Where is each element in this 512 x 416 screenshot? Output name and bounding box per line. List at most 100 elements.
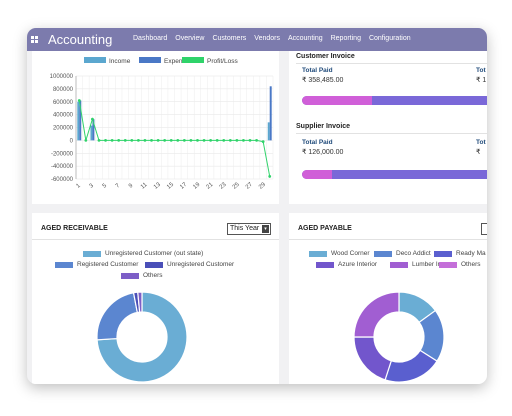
legend-swatch [316, 261, 334, 268]
legend-swatch [434, 250, 452, 257]
y-tick-label: -600000 [51, 177, 74, 183]
supplier-invoice-progress [302, 170, 487, 179]
x-tick-label: 7 [115, 182, 122, 189]
x-tick-label: 29 [258, 181, 267, 190]
legend-label: Others [461, 261, 481, 268]
legend-item[interactable]: Unregistered Customer [145, 261, 234, 268]
legend-label: Wood Corner [331, 250, 370, 257]
legend-item[interactable]: Registered Customer [55, 261, 138, 268]
legend-item[interactable]: Others [439, 261, 481, 268]
menu-configuration[interactable]: Configuration [368, 35, 411, 42]
point [189, 138, 193, 142]
bar [77, 101, 80, 141]
point [261, 140, 265, 144]
point [169, 138, 173, 142]
legend-item[interactable]: Azure Interior [316, 261, 377, 268]
legend-item[interactable]: Ready Ma [434, 250, 486, 257]
point [215, 138, 219, 142]
point [104, 138, 107, 142]
period-select-value: This Year [230, 225, 260, 232]
y-tick-label: 800000 [53, 87, 74, 93]
point [163, 138, 167, 142]
legend-swatch [374, 250, 392, 257]
customer-invoice-progress-fill [302, 96, 373, 105]
x-tick-label: 9 [128, 182, 135, 189]
legend-label: Income [109, 58, 131, 65]
point [123, 138, 127, 142]
apps-grid-icon[interactable] [31, 36, 38, 43]
menu-vendors[interactable]: Vendors [254, 35, 280, 42]
x-tick-label: 13 [153, 181, 162, 190]
point [110, 138, 114, 142]
legend-swatch [439, 261, 457, 268]
legend-swatch [139, 57, 161, 63]
bar [269, 86, 272, 141]
point [222, 138, 226, 142]
legend-label: Deco Addict [396, 250, 431, 257]
invoice-panel: Customer Invoice Total Paid ₹ 358,485.00… [289, 51, 487, 204]
y-tick-label: 1000000 [50, 74, 74, 80]
bar [79, 100, 82, 141]
income-expense-panel: Income Expense Profit/Loss 1000000 800000 600… [32, 51, 279, 204]
point [136, 138, 140, 142]
customer-invoice-title: Customer Invoice [296, 53, 355, 60]
x-tick-label: 15 [166, 181, 175, 190]
top-navbar: Accounting Dashboard Overview Customers … [27, 28, 487, 51]
point [248, 138, 252, 142]
legend-label: Registered Customer [77, 261, 139, 268]
period-select[interactable] [481, 223, 487, 235]
chevron-down-icon[interactable]: ▾ [262, 225, 269, 233]
legend-label: Unregistered Customer (out state) [105, 250, 204, 257]
menu-dashboard[interactable]: Dashboard [133, 35, 168, 42]
legend-swatch [309, 250, 327, 257]
legend-item[interactable]: Others [121, 272, 163, 279]
x-tick-label: 5 [102, 182, 109, 189]
point [156, 138, 160, 142]
legend-label: Ready Ma [456, 250, 486, 257]
point [130, 138, 134, 142]
legend-swatch [83, 250, 101, 257]
point [202, 138, 206, 142]
legend-item[interactable]: Lumber Inc [390, 261, 445, 268]
divider [296, 63, 487, 64]
legend-item[interactable]: Unregistered Customer (out state) [83, 250, 203, 257]
legend-label: Profit/Loss [207, 58, 238, 65]
point [268, 175, 272, 178]
point [255, 138, 258, 142]
legend-item[interactable]: Wood Corner [309, 250, 370, 257]
customer-total-paid-value: ₹ 358,485.00 [302, 77, 344, 84]
bar [92, 119, 95, 141]
bar [90, 125, 93, 141]
period-select[interactable]: This Year ▾ [227, 223, 271, 235]
menu-overview[interactable]: Overview [175, 35, 205, 42]
donut-slice [353, 291, 400, 338]
customer-invoice-progress [302, 96, 487, 105]
aged-receivable-title: AGED RECEIVABLE [41, 225, 108, 232]
donut-slice [353, 336, 393, 381]
point [209, 138, 213, 142]
x-tick-label: 27 [245, 181, 254, 190]
point [91, 117, 94, 121]
x-tick-label: 11 [140, 182, 149, 191]
supplier-total-paid-label: Total Paid [302, 139, 333, 146]
legend-label: Others [143, 272, 163, 279]
point [235, 138, 239, 142]
app-window: Accounting Dashboard Overview Customers … [27, 28, 487, 384]
app-title: Accounting [48, 32, 113, 47]
supplier-invoice-title: Supplier Invoice [296, 123, 351, 130]
supplier-total-paid-value: ₹ 126,000.00 [302, 149, 344, 156]
divider [289, 239, 487, 240]
menu-reporting[interactable]: Reporting [330, 35, 361, 42]
x-tick-label: 19 [192, 181, 201, 190]
point [228, 138, 232, 142]
y-tick-label: 600000 [53, 100, 74, 106]
point [242, 138, 245, 142]
legend-swatch [390, 261, 408, 268]
legend-item[interactable]: Deco Addict [374, 250, 431, 257]
divider [32, 239, 279, 240]
menu-accounting[interactable]: Accounting [287, 35, 323, 42]
point [117, 138, 121, 142]
customer-total-paid-label: Total Paid [302, 67, 333, 74]
aged-payable-panel: AGED PAYABLE Wood Corner Deco Addict Rea… [289, 213, 487, 384]
menu-customers[interactable]: Customers [212, 35, 247, 42]
